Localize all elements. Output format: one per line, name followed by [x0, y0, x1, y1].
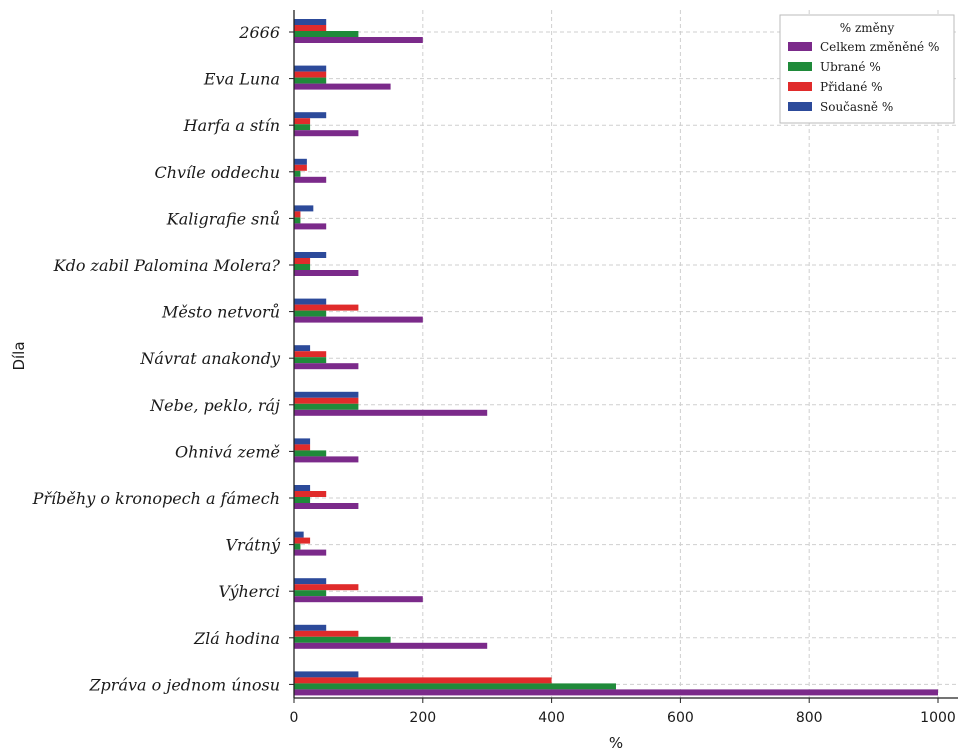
legend-entry: Přidané % [820, 80, 883, 94]
bar [294, 630, 359, 637]
bar [294, 124, 311, 131]
bar [294, 158, 307, 165]
category-label: Zpráva o jednom únosu [88, 675, 280, 694]
legend-entry: Ubrané % [820, 60, 881, 74]
bar [294, 270, 359, 276]
bar [294, 298, 327, 305]
category-label: Kdo zabil Palomina Molera? [53, 256, 281, 275]
bar [294, 624, 327, 631]
bar [294, 164, 307, 171]
bar [294, 537, 311, 544]
bar [294, 211, 301, 218]
bar [294, 677, 552, 684]
category-label: Výherci [219, 582, 280, 601]
bar [294, 596, 423, 603]
bar [294, 689, 938, 696]
category-label: Harfa a stín [183, 116, 280, 135]
bar [294, 450, 327, 457]
legend-entry: Současně % [820, 100, 893, 114]
bar [294, 351, 327, 358]
bar [294, 258, 311, 264]
bar [294, 584, 359, 591]
bar [294, 403, 359, 410]
legend-swatch [788, 102, 812, 111]
bar [294, 345, 311, 352]
bar [294, 83, 391, 90]
category-label: Chvíle oddechu [154, 163, 280, 182]
bar [294, 112, 327, 119]
bar [294, 549, 327, 556]
bar [294, 642, 488, 649]
bar [294, 497, 311, 503]
bar [294, 170, 301, 177]
bar [294, 543, 301, 550]
bar [294, 304, 359, 311]
bar [294, 118, 311, 125]
bar [294, 19, 327, 25]
legend-entry: Celkem změněné % [820, 40, 939, 54]
category-label: Zlá hodina [193, 629, 280, 648]
bar [294, 25, 327, 31]
bar [294, 223, 327, 230]
category-label: Ohnivá země [175, 442, 280, 461]
category-label: Nebe, peklo, ráj [149, 396, 280, 415]
x-tick-label: 600 [667, 710, 694, 726]
bar [294, 409, 488, 416]
x-tick-labels: 0 200 400 600 800 1000 [290, 710, 956, 726]
axes [289, 10, 958, 703]
category-label: Příběhy o kronopech a fámech [32, 489, 280, 508]
bar [294, 205, 314, 212]
bar [294, 310, 327, 317]
x-tick-label: 400 [538, 710, 565, 726]
bar [294, 485, 311, 491]
bar [294, 397, 359, 404]
bar [294, 363, 359, 370]
bar [294, 503, 359, 509]
bar [294, 316, 423, 323]
bar [294, 31, 359, 37]
bar [294, 444, 311, 451]
bar [294, 217, 301, 224]
legend: % změny Celkem změněné % Ubrané % Přidané %… [779, 14, 955, 124]
category-label: Město netvorů [161, 303, 280, 322]
y-axis-title: Díla [10, 341, 28, 370]
bar [294, 357, 327, 364]
category-label: 2666 [238, 23, 280, 42]
bar [294, 491, 327, 497]
category-label: Eva Luna [203, 70, 280, 89]
bar [294, 71, 327, 78]
x-tick-label: 800 [796, 710, 823, 726]
category-labels: 2666 Eva Luna Harfa a stín Chvíle oddechu Ka… [32, 23, 281, 694]
bar [294, 176, 327, 183]
bar [294, 531, 304, 538]
x-axis-title: % [609, 734, 623, 752]
bar [294, 130, 359, 137]
legend-swatch [788, 62, 812, 71]
bar [294, 671, 359, 678]
bar [294, 391, 359, 398]
x-tick-label: 0 [290, 710, 299, 726]
bar [294, 252, 327, 258]
bar [294, 590, 327, 597]
category-label: Vrátný [225, 536, 280, 555]
category-label: Kaligrafie snů [166, 209, 280, 228]
bar [294, 438, 311, 445]
bar [294, 37, 423, 43]
legend-swatch [788, 42, 812, 51]
bar [294, 264, 311, 270]
bars [294, 19, 938, 696]
bar [294, 77, 327, 84]
legend-swatch [788, 82, 812, 91]
bar [294, 683, 616, 690]
bar [294, 456, 359, 463]
bar [294, 636, 391, 643]
category-label: Návrat anakondy [139, 349, 281, 368]
bar [294, 65, 327, 72]
x-tick-label: 200 [409, 710, 436, 726]
legend-title: % změny [840, 21, 895, 35]
x-tick-label: 1000 [920, 710, 956, 726]
bar [294, 578, 327, 585]
